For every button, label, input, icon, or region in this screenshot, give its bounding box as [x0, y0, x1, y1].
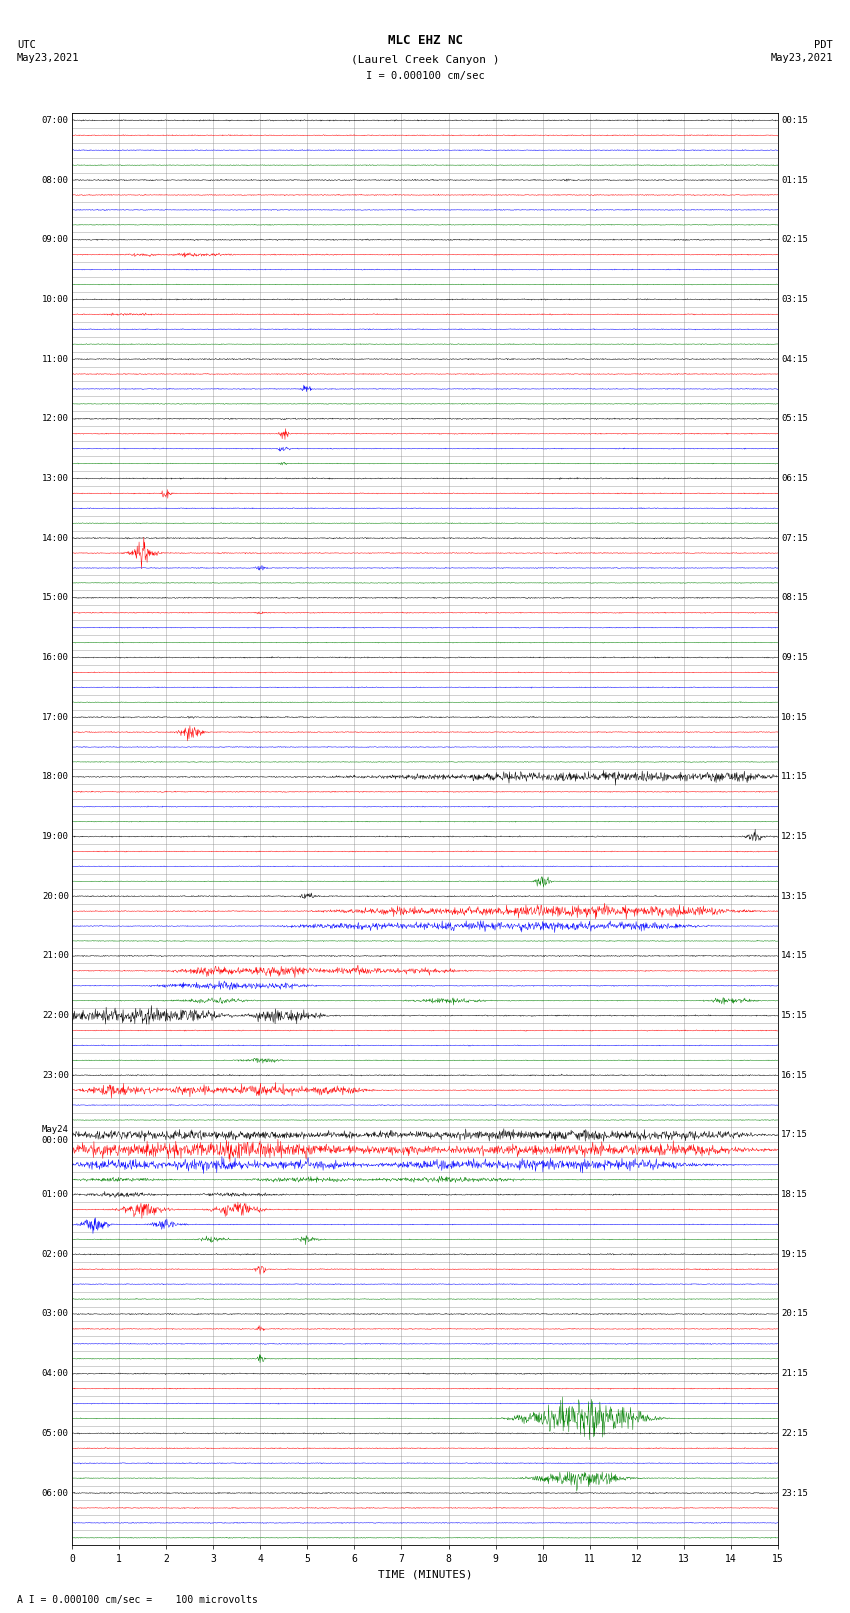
Text: (Laurel Creek Canyon ): (Laurel Creek Canyon )	[351, 55, 499, 65]
Text: 20:00: 20:00	[42, 892, 69, 900]
Text: 05:00: 05:00	[42, 1429, 69, 1437]
Text: 20:15: 20:15	[781, 1310, 808, 1318]
Text: 17:00: 17:00	[42, 713, 69, 721]
Text: 01:00: 01:00	[42, 1190, 69, 1198]
Text: 14:00: 14:00	[42, 534, 69, 542]
Text: 10:00: 10:00	[42, 295, 69, 303]
Text: 18:15: 18:15	[781, 1190, 808, 1198]
Text: 00:15: 00:15	[781, 116, 808, 124]
Text: May24
00:00: May24 00:00	[42, 1126, 69, 1145]
Text: 02:00: 02:00	[42, 1250, 69, 1258]
Text: 13:00: 13:00	[42, 474, 69, 482]
Text: 23:15: 23:15	[781, 1489, 808, 1497]
Text: 03:00: 03:00	[42, 1310, 69, 1318]
Text: 09:15: 09:15	[781, 653, 808, 661]
Text: 08:15: 08:15	[781, 594, 808, 602]
Text: 17:15: 17:15	[781, 1131, 808, 1139]
Text: 08:00: 08:00	[42, 176, 69, 184]
Text: 23:00: 23:00	[42, 1071, 69, 1079]
Text: 14:15: 14:15	[781, 952, 808, 960]
Text: 11:00: 11:00	[42, 355, 69, 363]
Text: 07:15: 07:15	[781, 534, 808, 542]
Text: 03:15: 03:15	[781, 295, 808, 303]
Text: 13:15: 13:15	[781, 892, 808, 900]
Text: May23,2021: May23,2021	[17, 53, 80, 63]
Text: 15:15: 15:15	[781, 1011, 808, 1019]
Text: 19:00: 19:00	[42, 832, 69, 840]
Text: PDT: PDT	[814, 40, 833, 50]
Text: 04:00: 04:00	[42, 1369, 69, 1378]
Text: A I = 0.000100 cm/sec =    100 microvolts: A I = 0.000100 cm/sec = 100 microvolts	[17, 1595, 258, 1605]
Text: 07:00: 07:00	[42, 116, 69, 124]
Text: 16:00: 16:00	[42, 653, 69, 661]
Text: 06:15: 06:15	[781, 474, 808, 482]
Text: 12:00: 12:00	[42, 415, 69, 423]
Text: 22:00: 22:00	[42, 1011, 69, 1019]
Text: 22:15: 22:15	[781, 1429, 808, 1437]
Text: 02:15: 02:15	[781, 235, 808, 244]
Text: 09:00: 09:00	[42, 235, 69, 244]
Text: 21:00: 21:00	[42, 952, 69, 960]
X-axis label: TIME (MINUTES): TIME (MINUTES)	[377, 1569, 473, 1579]
Text: 10:15: 10:15	[781, 713, 808, 721]
Text: 11:15: 11:15	[781, 773, 808, 781]
Text: 06:00: 06:00	[42, 1489, 69, 1497]
Text: 18:00: 18:00	[42, 773, 69, 781]
Text: 16:15: 16:15	[781, 1071, 808, 1079]
Text: 15:00: 15:00	[42, 594, 69, 602]
Text: 19:15: 19:15	[781, 1250, 808, 1258]
Text: May23,2021: May23,2021	[770, 53, 833, 63]
Text: I = 0.000100 cm/sec: I = 0.000100 cm/sec	[366, 71, 484, 81]
Text: 12:15: 12:15	[781, 832, 808, 840]
Text: 01:15: 01:15	[781, 176, 808, 184]
Text: UTC: UTC	[17, 40, 36, 50]
Text: 21:15: 21:15	[781, 1369, 808, 1378]
Text: 05:15: 05:15	[781, 415, 808, 423]
Text: MLC EHZ NC: MLC EHZ NC	[388, 34, 462, 47]
Text: 04:15: 04:15	[781, 355, 808, 363]
